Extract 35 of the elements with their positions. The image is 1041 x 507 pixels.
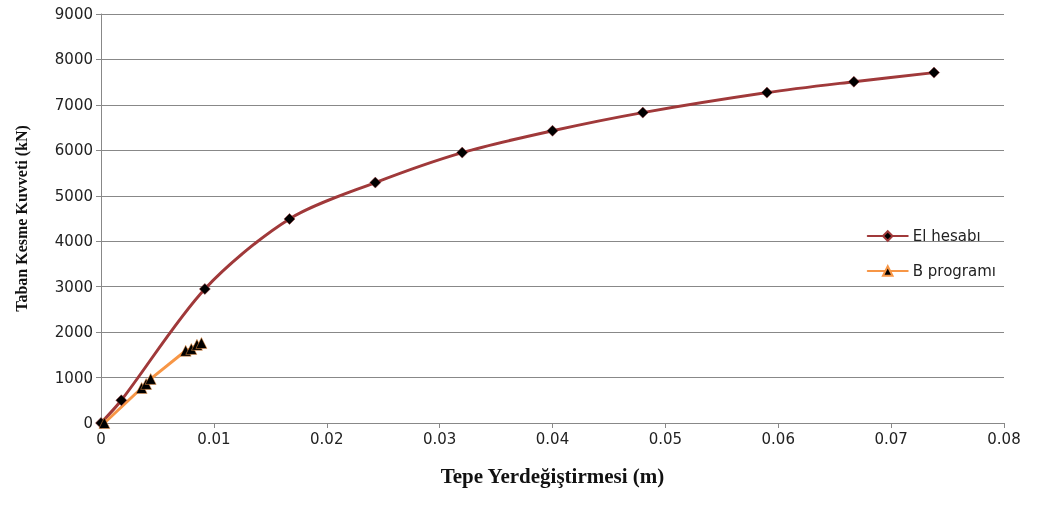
legend-label: El hesabı bbox=[912, 227, 981, 245]
y-tick-label: 1000 bbox=[54, 368, 93, 387]
x-tick-label: 0 bbox=[96, 429, 106, 448]
y-tick-label: 9000 bbox=[54, 5, 93, 23]
y-tick-label: 3000 bbox=[54, 277, 93, 296]
x-tick-label: 0.03 bbox=[422, 429, 457, 448]
point bbox=[928, 66, 940, 79]
point bbox=[283, 213, 296, 225]
x-tick-label: 0.06 bbox=[761, 429, 795, 448]
y-axis-title: Taban Kesme Kuvveti (kN) bbox=[12, 125, 31, 312]
point bbox=[144, 373, 157, 385]
x-tick-label: 0.01 bbox=[197, 429, 231, 448]
x-tick-label: 0.04 bbox=[535, 429, 570, 448]
point bbox=[848, 75, 860, 88]
x-tick-label: 0.02 bbox=[310, 429, 344, 448]
y-tick-label: 6000 bbox=[54, 141, 93, 160]
point bbox=[546, 125, 559, 137]
y-tick-label: 8000 bbox=[54, 50, 93, 69]
x-tick-label: 0.05 bbox=[648, 429, 683, 448]
y-tick-label: 0 bbox=[83, 414, 93, 432]
point bbox=[369, 176, 382, 189]
point bbox=[199, 283, 211, 295]
point bbox=[761, 86, 773, 99]
x-axis-title: Tepe Yerdeğiştirmesi (m) bbox=[440, 463, 665, 488]
legend-label: B programı bbox=[912, 262, 997, 280]
x-tick-label: 0.07 bbox=[874, 429, 908, 448]
x-tick-label: 0.08 bbox=[987, 429, 1021, 448]
y-tick-label: 2000 bbox=[54, 323, 93, 342]
point bbox=[637, 106, 649, 119]
point bbox=[115, 394, 128, 407]
y-tick-label: 5000 bbox=[54, 186, 93, 205]
point bbox=[456, 146, 468, 159]
point bbox=[195, 337, 208, 349]
y-tick-label: 4000 bbox=[54, 232, 93, 251]
y-tick-label: 7000 bbox=[54, 95, 93, 114]
